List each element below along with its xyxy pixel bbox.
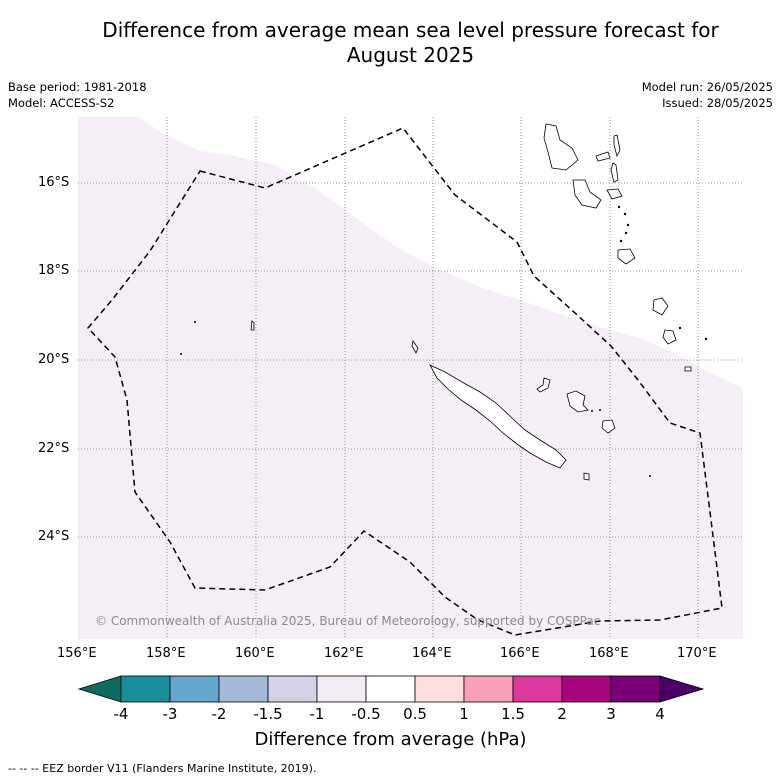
small-islets (180, 205, 708, 477)
lon-label-158e: 158°E (146, 646, 186, 661)
eez-legend-note: -- -- -- EEZ border V11 (Flanders Marine… (8, 762, 317, 775)
colorbar-segment (610, 675, 661, 703)
colorbar-segment (414, 675, 465, 703)
colorbar-segment (267, 675, 318, 703)
colorbar-segment (169, 675, 220, 703)
colorbar-tick-label: -0.5 (351, 705, 381, 723)
lat-label-16s: 16°S (38, 175, 70, 190)
colorbar-segment (463, 675, 514, 703)
map-title: Difference from average mean sea level p… (102, 18, 719, 67)
lon-label-162e: 162°E (324, 646, 364, 661)
lon-label-160e: 160°E (235, 646, 275, 661)
colorbar-tick-label: 4 (655, 705, 665, 723)
new-caledonia-island (429, 364, 567, 469)
model-run-date: Model run: 26/05/2025 (641, 80, 773, 94)
meta-left: Base period: 1981-2018 Model: ACCESS-S2 (8, 79, 147, 111)
espiritu-santo-island (543, 123, 579, 171)
colorbar-tick-label: 1 (459, 705, 469, 723)
colorbar-segment (561, 675, 612, 703)
colorbar-tick-label: 3 (606, 705, 616, 723)
colorbar-tick-label: -1 (309, 705, 325, 723)
colorbar-segment (316, 675, 367, 703)
colorbar-tick-label: -4 (113, 705, 129, 723)
colorbar-tick-label: -1.5 (253, 705, 283, 723)
isle-of-pines (583, 472, 590, 481)
mare-island (601, 419, 616, 434)
malekula-island (572, 179, 602, 209)
ouvea-island (536, 377, 551, 393)
lon-label-166e: 166°E (500, 646, 540, 661)
lon-label-168e: 168°E (589, 646, 629, 661)
colorbar-segment (512, 675, 563, 703)
colorbar-tick-label: -3 (162, 705, 178, 723)
aneityum-island (684, 366, 692, 372)
lat-label-22s: 22°S (38, 441, 70, 456)
colorbar-segment (120, 675, 171, 703)
erromango-island (652, 297, 669, 316)
meta-right: Model run: 26/05/2025 Issued: 28/05/2025 (642, 79, 773, 111)
colorbar-tick-label: -2 (211, 705, 227, 723)
lat-label-20s: 20°S (38, 352, 70, 367)
colorbar-tick-label: 2 (557, 705, 567, 723)
lat-label-18s: 18°S (38, 263, 70, 278)
colorbar-title: Difference from average (hPa) (254, 729, 527, 750)
colorbar-extend-low (77, 675, 122, 703)
colorbar-tick-label: 0.5 (403, 705, 427, 723)
colorbar-tick-label: 1.5 (501, 705, 525, 723)
lon-label-170e: 170°E (677, 646, 717, 661)
base-period: Base period: 1981-2018 (8, 80, 147, 94)
colorbar-extend-high (659, 675, 705, 703)
maewo-island (613, 134, 621, 158)
ambae-island (595, 151, 611, 162)
belep-islands (411, 340, 419, 354)
anomaly-shading (78, 117, 743, 639)
tanna-island (662, 329, 677, 345)
efate-island (617, 248, 636, 265)
lat-label-24s: 24°S (38, 529, 70, 544)
colorbar-segment (218, 675, 269, 703)
model-name: Model: ACCESS-S2 (8, 96, 115, 110)
lon-label-156e: 156°E (57, 646, 97, 661)
pentecost-island (610, 162, 619, 183)
ambrym-island (606, 188, 623, 200)
issued-date: Issued: 28/05/2025 (662, 96, 773, 110)
lifou-island (566, 390, 589, 413)
colorbar-segment (365, 675, 416, 703)
copyright-notice: © Commonwealth of Australia 2025, Bureau… (95, 614, 601, 628)
chesterfield-reef (250, 320, 255, 331)
lon-label-164e: 164°E (412, 646, 452, 661)
